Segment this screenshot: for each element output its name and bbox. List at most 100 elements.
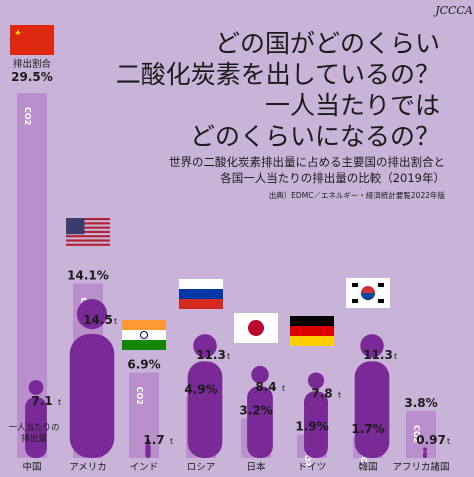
- per-capita-label: 11.3: [196, 348, 226, 362]
- per-capita-unit: t: [227, 352, 230, 361]
- usa-flag-stripe: [66, 235, 110, 238]
- category-label: 中国: [22, 461, 41, 473]
- person-head: [146, 439, 150, 444]
- person-body: [145, 443, 151, 458]
- person-head: [193, 334, 217, 358]
- china-flag-star: [15, 29, 21, 35]
- person-body: [25, 397, 47, 458]
- person-head: [360, 334, 384, 358]
- person-body: [247, 386, 273, 458]
- per-capita-unit: t: [447, 437, 450, 446]
- source-note: 出典）EDMC／エネルギー・経済統計要覧2022年版: [269, 190, 446, 200]
- per-capita-figure: [145, 439, 151, 458]
- category-label: ドイツ: [298, 462, 327, 473]
- per-capita-figure: [247, 365, 273, 458]
- person-body: [187, 361, 223, 458]
- korea-flag-trigram: [352, 283, 358, 287]
- per-capita-unit: t: [338, 390, 341, 399]
- per-capita-label: 7.8: [311, 386, 332, 400]
- germany-flag-gold: [290, 336, 334, 346]
- usa-flag-stripe: [66, 218, 110, 221]
- title-line-2: 二酸化炭素を出しているの？: [116, 60, 440, 89]
- category-labels: 中国 アメリカ インド ロシア 日本 ドイツ 韓国 アフリカ諸国: [22, 461, 449, 473]
- share-legend-label: 排出割合: [13, 58, 52, 70]
- usa-flag-stripe: [66, 243, 110, 246]
- per-capita-unit: t: [394, 352, 397, 361]
- person-body: [423, 451, 427, 458]
- share-label: 1.9%: [295, 419, 328, 433]
- korea-flag-trigram: [378, 299, 384, 303]
- title-line-4: どのくらいになるの？: [190, 122, 440, 151]
- usa-flag-stripe: [66, 230, 110, 233]
- category-label: インド: [130, 462, 159, 473]
- data-labels: 29.5%7.1 t14.1%14.5 t6.9%1.7 t4.9%11.3 t3.2%…: [8, 58, 450, 447]
- share-label: 3.8%: [404, 396, 437, 410]
- per-capita-figure: [69, 299, 115, 458]
- china-flag-field: [10, 25, 54, 55]
- category-label: アフリカ諸国: [392, 461, 449, 473]
- share-bar: [17, 93, 47, 458]
- per-capita-figure: [354, 334, 390, 458]
- per-capita-label: 14.5: [83, 313, 113, 327]
- share-label: 14.1%: [67, 269, 109, 283]
- per-capita-unit: t: [58, 398, 61, 407]
- india-flag-green: [122, 340, 166, 350]
- per-capita-label: 11.3: [363, 348, 393, 362]
- title-line-1: どの国がどのくらい: [215, 29, 440, 58]
- usa-flag-stripe: [66, 226, 110, 229]
- category-label: アメリカ: [69, 462, 107, 473]
- person-body: [69, 333, 115, 458]
- bar-co2-tag: CO2: [303, 448, 312, 466]
- russia-flag-blue: [179, 289, 223, 299]
- per-capita-figure: [304, 372, 328, 458]
- india-flag-saffron: [122, 320, 166, 330]
- per-capita-label: 1.7: [143, 433, 164, 447]
- per-capita-figure: [187, 334, 223, 458]
- japan-flag-disc: [248, 320, 264, 336]
- india-flag-chakra: [140, 331, 148, 339]
- person-head: [76, 299, 108, 330]
- russia-flag-white: [179, 279, 223, 289]
- russia-flag: [179, 279, 223, 309]
- person-head: [423, 447, 427, 452]
- india-flag: [122, 320, 166, 350]
- bar-co2-tag: CO2: [359, 451, 368, 469]
- per-capita-unit: t: [114, 317, 117, 326]
- korea-flag-trigram: [352, 299, 358, 303]
- per-capita-unit: t: [170, 437, 173, 446]
- share-label: 1.7%: [351, 422, 384, 436]
- share-label: 3.2%: [239, 403, 272, 417]
- india-flag-white: [122, 330, 166, 340]
- bar-co2-tag: CO2: [412, 425, 421, 443]
- category-label: 韓国: [358, 462, 377, 473]
- bar-co2-tag: CO2: [23, 107, 32, 125]
- logo-text: JCCCA: [433, 4, 473, 17]
- subtitle-line-2: 各国一人当たりの排出量の比較（2019年）: [220, 171, 445, 185]
- title-line-3: 一人当たりでは: [265, 91, 440, 120]
- person-body: [304, 391, 328, 458]
- china-flag: [10, 25, 54, 55]
- per-capita-label: 7.1: [31, 394, 52, 408]
- person-head: [307, 372, 325, 389]
- per-capita-label: 8.4: [255, 380, 276, 394]
- per-capita-legend-line-1: 一人当たりの: [8, 422, 59, 433]
- russia-flag-red: [179, 299, 223, 309]
- subtitle-line-1: 世界の二酸化炭素排出量に占める主要国の排出割合と: [169, 155, 445, 169]
- per-capita-figure: [423, 447, 427, 458]
- share-label: 29.5%: [11, 70, 53, 84]
- share-bar: [129, 372, 159, 458]
- germany-flag-black: [290, 316, 334, 326]
- per-capita-figures: [25, 299, 427, 458]
- person-body: [354, 361, 390, 458]
- share-label: 4.9%: [184, 382, 217, 396]
- per-capita-label: 0.97: [416, 433, 446, 447]
- category-label: ロシア: [187, 462, 216, 473]
- share-label: 6.9%: [127, 358, 160, 372]
- share-bar: [406, 410, 436, 458]
- korea-flag-taeguk-blue: [361, 293, 375, 300]
- per-capita-unit: t: [282, 384, 285, 393]
- per-capita-legend-line-2: 排出量: [21, 433, 47, 444]
- person-head: [251, 365, 269, 384]
